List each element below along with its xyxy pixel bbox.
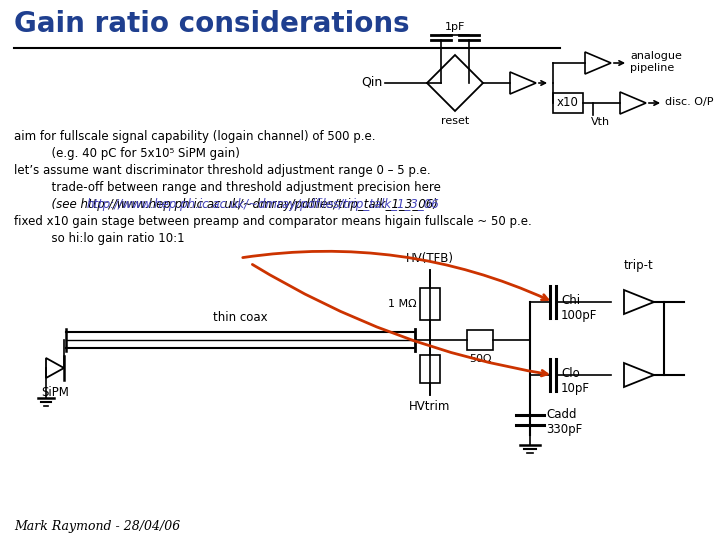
Text: (see http://www.hep.ph.ic.ac.uk/~dmray/pdfiles/trip_talk_1_3_06): (see http://www.hep.ph.ic.ac.uk/~dmray/p…	[14, 198, 438, 211]
Bar	[553, 93, 583, 113]
Text: HVtrim: HVtrim	[409, 400, 451, 413]
Bar	[467, 330, 493, 350]
Text: Cadd
330pF: Cadd 330pF	[546, 408, 582, 436]
Text: fixed x10 gain stage between preamp and comparator means higain fullscale ~ 50 p: fixed x10 gain stage between preamp and …	[14, 215, 532, 228]
Text: http://www.hep.ph.ic.ac.uk/~dmray/pdfiles/trip_talk_1_3_06: http://www.hep.ph.ic.ac.uk/~dmray/pdfile…	[86, 198, 439, 211]
Polygon shape	[510, 72, 536, 94]
Text: Qin: Qin	[361, 76, 382, 89]
Text: trip-t: trip-t	[624, 259, 654, 272]
Text: disc. O/P: disc. O/P	[665, 97, 714, 107]
Text: 1 MΩ: 1 MΩ	[388, 299, 417, 309]
Text: Gain ratio considerations: Gain ratio considerations	[14, 10, 410, 38]
Text: reset: reset	[441, 116, 469, 126]
Text: let’s assume want discriminator threshold adjustment range 0 – 5 p.e.: let’s assume want discriminator threshol…	[14, 164, 431, 177]
Text: (e.g. 40 pC for 5x10⁵ SiPM gain): (e.g. 40 pC for 5x10⁵ SiPM gain)	[14, 147, 240, 160]
Polygon shape	[585, 52, 611, 74]
Text: analogue
pipeline: analogue pipeline	[630, 51, 682, 73]
Polygon shape	[620, 92, 646, 114]
Text: trade-off between range and threshold adjustment precision here: trade-off between range and threshold ad…	[14, 181, 441, 194]
Bar	[420, 355, 440, 383]
Text: 1pF: 1pF	[445, 22, 465, 31]
Text: HV(TFB): HV(TFB)	[406, 252, 454, 265]
Text: Vth: Vth	[591, 117, 610, 127]
Text: Mark Raymond - 28/04/06: Mark Raymond - 28/04/06	[14, 520, 180, 533]
Text: thin coax: thin coax	[213, 311, 268, 324]
Polygon shape	[624, 363, 654, 387]
Text: x10: x10	[557, 97, 579, 110]
Polygon shape	[624, 290, 654, 314]
Polygon shape	[46, 358, 64, 378]
Text: Chi
100pF: Chi 100pF	[561, 294, 598, 322]
Polygon shape	[427, 55, 483, 111]
Text: so hi:lo gain ratio 10:1: so hi:lo gain ratio 10:1	[14, 232, 184, 245]
Text: Clo
10pF: Clo 10pF	[561, 367, 590, 395]
Text: aim for fullscale signal capability (logain channel) of 500 p.e.: aim for fullscale signal capability (log…	[14, 130, 376, 143]
Text: SiPM: SiPM	[41, 386, 69, 399]
Bar	[420, 288, 440, 320]
Text: 50Ω: 50Ω	[469, 354, 491, 364]
